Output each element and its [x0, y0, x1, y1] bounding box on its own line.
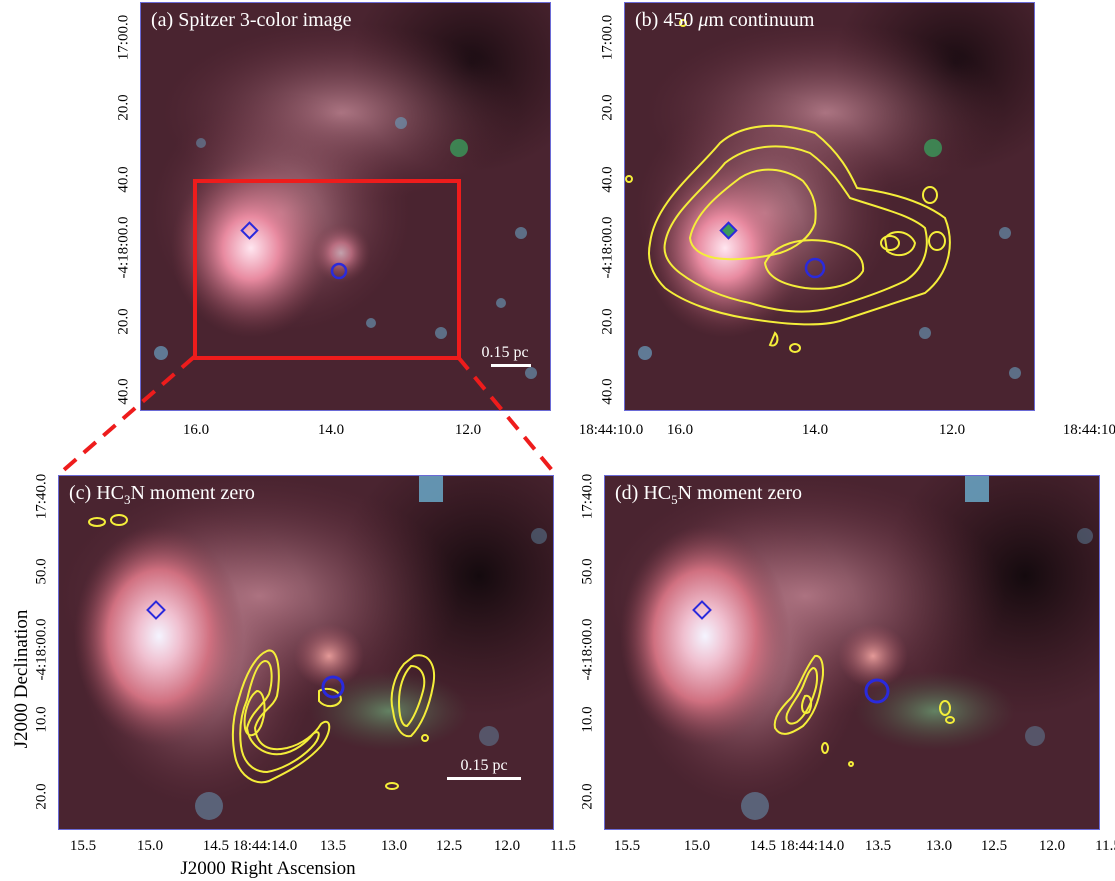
x-tick-label: 15.0	[683, 838, 711, 854]
x-tick-label: 14.5 18:44:14.0	[749, 838, 845, 854]
panel-b-title-unit: μ	[698, 9, 709, 31]
x-tick-label: 18:44:10.0	[578, 422, 644, 438]
hc5n-image	[605, 476, 1099, 829]
scale-bar-c-label: 0.15 pc	[460, 757, 508, 774]
y-tick-label: 40.0	[115, 378, 132, 405]
diamond-marker	[146, 600, 166, 620]
panel-b-title: (b) 450 μm continuum	[635, 9, 814, 32]
scale-bar-a-line	[491, 364, 531, 367]
x-tick-label: 12.0	[454, 422, 482, 438]
diamond-marker	[240, 221, 259, 240]
panel-c-title-post: N moment zero	[130, 482, 255, 504]
x-axis-title: J2000 Right Ascension	[180, 858, 356, 879]
x-tick-label: 18:44:10.0	[1062, 422, 1115, 438]
x-tick-label: 13.5	[319, 838, 347, 854]
y-tick-label: 40.0	[599, 378, 616, 405]
panel-a-title: (a) Spitzer 3-color image	[151, 9, 352, 31]
x-tick-label: 14.0	[317, 422, 345, 438]
x-tick-label: 16.0	[182, 422, 210, 438]
x-tick-label: 15.0	[136, 838, 164, 854]
panel-b-title-post: m continuum	[708, 9, 815, 31]
scale-bar-a: 0.15 pc	[479, 344, 531, 367]
x-tick-label: 15.5	[613, 838, 641, 854]
scale-bar-c: 0.15 pc	[447, 757, 521, 780]
x-tick-label: 11.5	[1095, 838, 1115, 854]
y-axis-title: J2000 Declination	[11, 609, 32, 749]
x-tick-label: 12.0	[493, 838, 521, 854]
panel-a-spitzer: (a) Spitzer 3-color image 0.15 pc	[140, 2, 551, 411]
circle-marker	[330, 262, 348, 280]
hc5n-contours	[773, 654, 955, 767]
panel-d-title-pre: (d) HC	[615, 482, 672, 504]
diamond-marker	[719, 221, 738, 240]
panel-d-title-post: N moment zero	[677, 482, 803, 504]
x-tick-label: 13.0	[380, 838, 408, 854]
panel-d-title: (d) HC5N moment zero	[615, 482, 802, 508]
circle-marker	[321, 675, 345, 699]
panel-c-title: (c) HC3N moment zero	[69, 482, 255, 508]
scale-bar-c-line	[447, 777, 521, 780]
panel-c-hc3n: (c) HC3N moment zero 0.15 pc	[58, 475, 554, 830]
y-tick-label: 20.0	[579, 783, 596, 810]
panel-c-title-pre: (c) HC	[69, 482, 124, 504]
panel-c-title-sub: 3	[123, 492, 131, 507]
x-tick-label: 13.0	[925, 838, 953, 854]
continuum-image	[625, 3, 1034, 410]
panel-b-continuum: (b) 450 μm continuum	[624, 2, 1035, 411]
x-tick-label: 14.0	[801, 422, 829, 438]
x-tick-label: 12.5	[435, 838, 463, 854]
panel-d-hc5n: (d) HC5N moment zero	[604, 475, 1100, 830]
spitzer-image	[141, 3, 550, 410]
diamond-marker	[692, 600, 712, 620]
panel-b-title-pre: (b) 450	[635, 9, 699, 31]
circle-marker	[864, 678, 890, 704]
continuum-contours	[625, 19, 951, 353]
zoom-box	[193, 179, 461, 360]
y-tick-label: 50.0	[33, 558, 50, 585]
x-tick-label: 12.0	[938, 422, 966, 438]
x-tick-label: 15.5	[69, 838, 97, 854]
x-tick-label: 11.5	[550, 838, 576, 854]
panel-d-title-sub: 5	[671, 492, 678, 507]
x-tick-label: 12.0	[1038, 838, 1066, 854]
x-tick-label: 16.0	[666, 422, 694, 438]
scale-bar-a-label: 0.15 pc	[481, 344, 529, 361]
x-tick-label: 13.5	[864, 838, 892, 854]
x-tick-label: 12.5	[980, 838, 1008, 854]
y-tick-label: 20.0	[33, 783, 50, 810]
x-tick-label: 14.5 18:44:14.0	[202, 838, 298, 854]
circle-marker	[804, 257, 826, 279]
hc3n-image	[59, 476, 553, 829]
y-tick-label: 50.0	[579, 558, 596, 585]
hc3n-contours	[88, 514, 435, 790]
